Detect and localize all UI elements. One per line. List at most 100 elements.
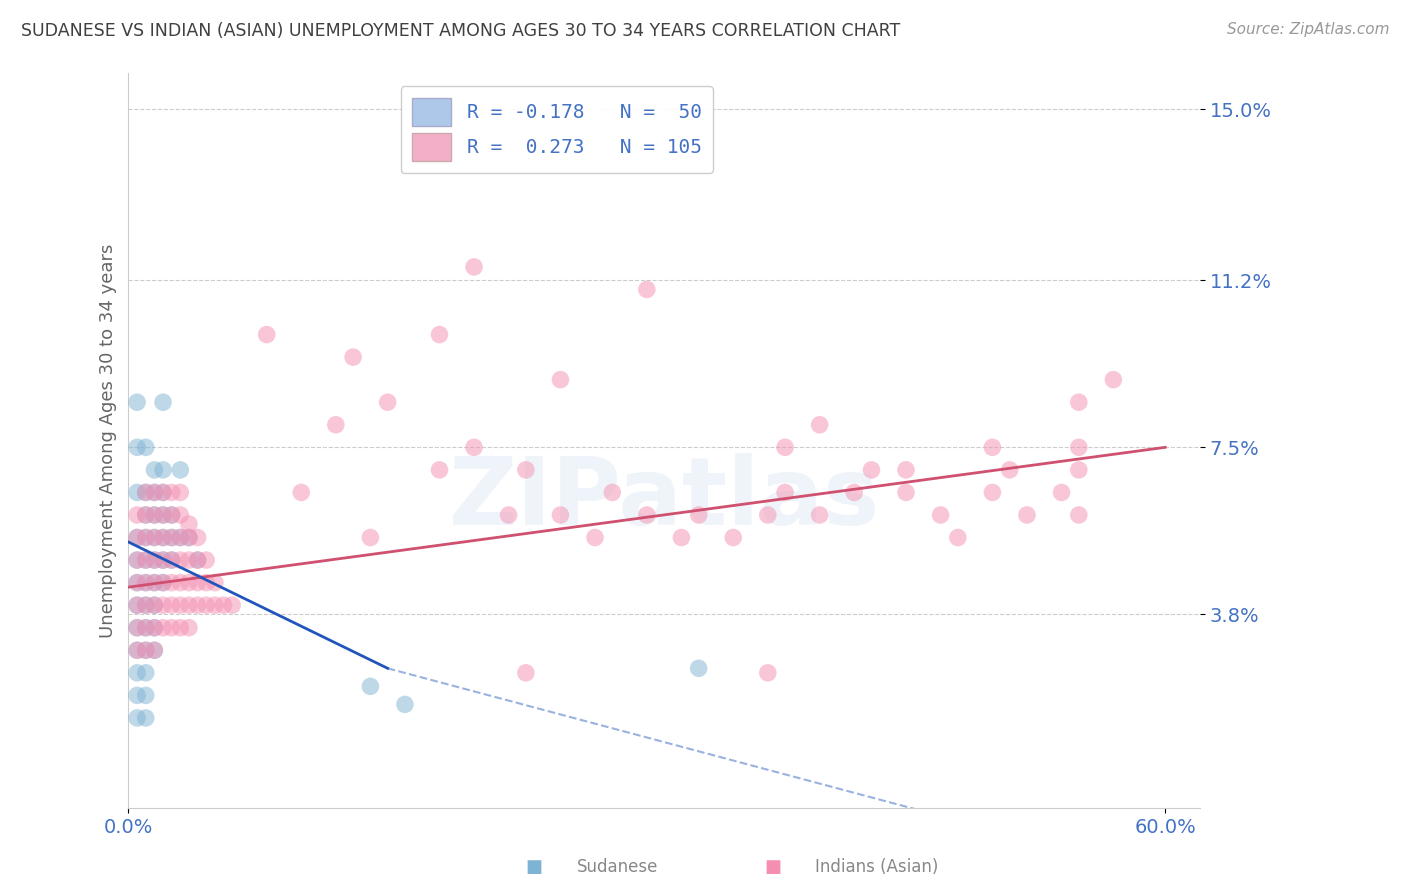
Point [342, 350, 364, 364]
Legend: R = -0.178   N =  50, R =  0.273   N = 105: R = -0.178 N = 50, R = 0.273 N = 105 [401, 87, 713, 172]
Point [135, 621, 157, 635]
Point [195, 575, 218, 590]
Point [671, 531, 693, 545]
Point [463, 440, 485, 454]
Point [169, 463, 191, 477]
Point [359, 531, 381, 545]
Point [135, 643, 157, 657]
Point [160, 485, 183, 500]
Point [195, 598, 218, 612]
Point [463, 260, 485, 274]
Point [377, 395, 399, 409]
Point [143, 553, 166, 567]
Point [169, 485, 191, 500]
Point [127, 575, 149, 590]
Point [152, 395, 174, 409]
Point [143, 531, 166, 545]
Point [860, 463, 883, 477]
Point [152, 485, 174, 500]
Point [429, 327, 451, 342]
Point [195, 553, 218, 567]
Point [1067, 463, 1090, 477]
Point [177, 531, 200, 545]
Point [756, 665, 779, 680]
Point [177, 598, 200, 612]
Point [152, 553, 174, 567]
Y-axis label: Unemployment Among Ages 30 to 34 years: Unemployment Among Ages 30 to 34 years [100, 244, 117, 638]
Point [256, 327, 278, 342]
Point [143, 575, 166, 590]
Point [135, 485, 157, 500]
Point [143, 598, 166, 612]
Point [756, 508, 779, 522]
Point [169, 531, 191, 545]
Point [998, 463, 1021, 477]
Point [160, 598, 183, 612]
Point [1067, 440, 1090, 454]
Point [359, 679, 381, 693]
Point [127, 440, 149, 454]
Point [135, 575, 157, 590]
Point [169, 598, 191, 612]
Point [981, 440, 1004, 454]
Point [143, 553, 166, 567]
Point [636, 283, 658, 297]
Point [143, 643, 166, 657]
Point [135, 643, 157, 657]
Text: Sudanese: Sudanese [576, 858, 658, 876]
Point [152, 575, 174, 590]
Point [143, 643, 166, 657]
Text: Source: ZipAtlas.com: Source: ZipAtlas.com [1226, 22, 1389, 37]
Point [135, 711, 157, 725]
Point [290, 485, 312, 500]
Point [127, 508, 149, 522]
Point [152, 553, 174, 567]
Point [773, 485, 796, 500]
Point [127, 598, 149, 612]
Point [204, 575, 226, 590]
Point [160, 621, 183, 635]
Point [844, 485, 866, 500]
Point [160, 531, 183, 545]
Point [169, 553, 191, 567]
Point [127, 689, 149, 703]
Point [127, 643, 149, 657]
Point [394, 698, 416, 712]
Point [127, 598, 149, 612]
Point [894, 485, 917, 500]
Point [177, 531, 200, 545]
Point [143, 621, 166, 635]
Point [808, 508, 831, 522]
Point [143, 508, 166, 522]
Point [187, 553, 209, 567]
Point [135, 508, 157, 522]
Point [143, 463, 166, 477]
Point [429, 463, 451, 477]
Text: Indians (Asian): Indians (Asian) [815, 858, 939, 876]
Point [152, 508, 174, 522]
Point [127, 643, 149, 657]
Point [127, 711, 149, 725]
Point [169, 575, 191, 590]
Point [135, 485, 157, 500]
Point [135, 531, 157, 545]
Point [143, 575, 166, 590]
Text: ■: ■ [526, 858, 543, 876]
Point [204, 598, 226, 612]
Point [325, 417, 347, 432]
Point [1050, 485, 1073, 500]
Point [160, 531, 183, 545]
Point [127, 485, 149, 500]
Point [127, 553, 149, 567]
Point [160, 508, 183, 522]
Point [600, 485, 623, 500]
Point [808, 417, 831, 432]
Point [160, 508, 183, 522]
Point [688, 508, 710, 522]
Point [152, 531, 174, 545]
Point [1015, 508, 1038, 522]
Point [946, 531, 969, 545]
Point [550, 373, 572, 387]
Point [143, 508, 166, 522]
Point [169, 621, 191, 635]
